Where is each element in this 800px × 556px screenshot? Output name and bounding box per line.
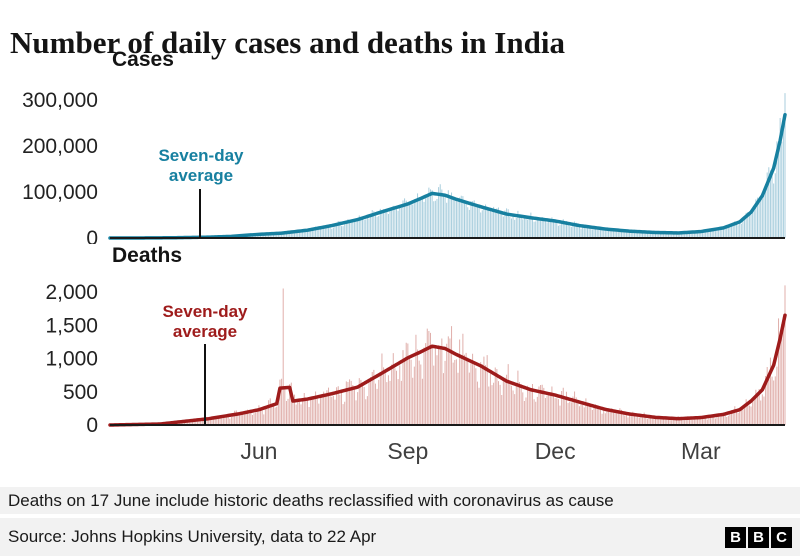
source-text: Source: Johns Hopkins University, data t… (8, 527, 377, 546)
deaths-y-tick-label: 0 (86, 414, 98, 437)
cases-chart: 0 100,000 200,000 300,000 (22, 89, 787, 244)
deaths-y-tick-label: 1,000 (45, 348, 98, 371)
deaths-annotation-pointer-line (204, 344, 206, 425)
cases-annotation-pointer-line (199, 189, 201, 238)
cases-y-tick-label: 100,000 (22, 181, 98, 204)
deaths-x-tick-label: Mar (681, 438, 721, 464)
bbc-logo-letter: B (748, 526, 769, 548)
deaths-y-tick-label: 500 (63, 381, 98, 404)
deaths-x-tick-label: Jun (240, 438, 277, 464)
chart-footnote: Deaths on 17 June include historic death… (0, 487, 800, 514)
cases-panel-title: Cases (112, 48, 174, 71)
deaths-x-tick-label: Sep (387, 438, 428, 464)
cases-y-tick-label: 200,000 (22, 135, 98, 158)
bbc-logo-letter: B (725, 526, 746, 548)
page-title: Number of daily cases and deaths in Indi… (10, 24, 565, 60)
cases-seven-day-average-label: Seven-day average (158, 146, 244, 185)
deaths-average-line (108, 313, 787, 427)
bbc-logo-letter: C (771, 526, 792, 548)
cases-average-line (108, 112, 787, 240)
deaths-panel-title: Deaths (112, 244, 183, 267)
deaths-y-tick-label: 2,000 (45, 281, 98, 304)
deaths-y-tick-label: 1,500 (45, 314, 98, 337)
bbc-logo: B B C (725, 526, 792, 548)
source-bar: Source: Johns Hopkins University, data t… (0, 518, 800, 556)
cases-y-tick-label: 300,000 (22, 89, 98, 112)
deaths-seven-day-average-label: Seven-day average (162, 302, 248, 341)
cases-y-tick-label: 0 (86, 227, 98, 244)
deaths-chart: 0 500 1,000 1,500 2,000 Jun Sep Dec Mar (45, 281, 787, 464)
deaths-x-tick-label: Dec (535, 438, 576, 464)
